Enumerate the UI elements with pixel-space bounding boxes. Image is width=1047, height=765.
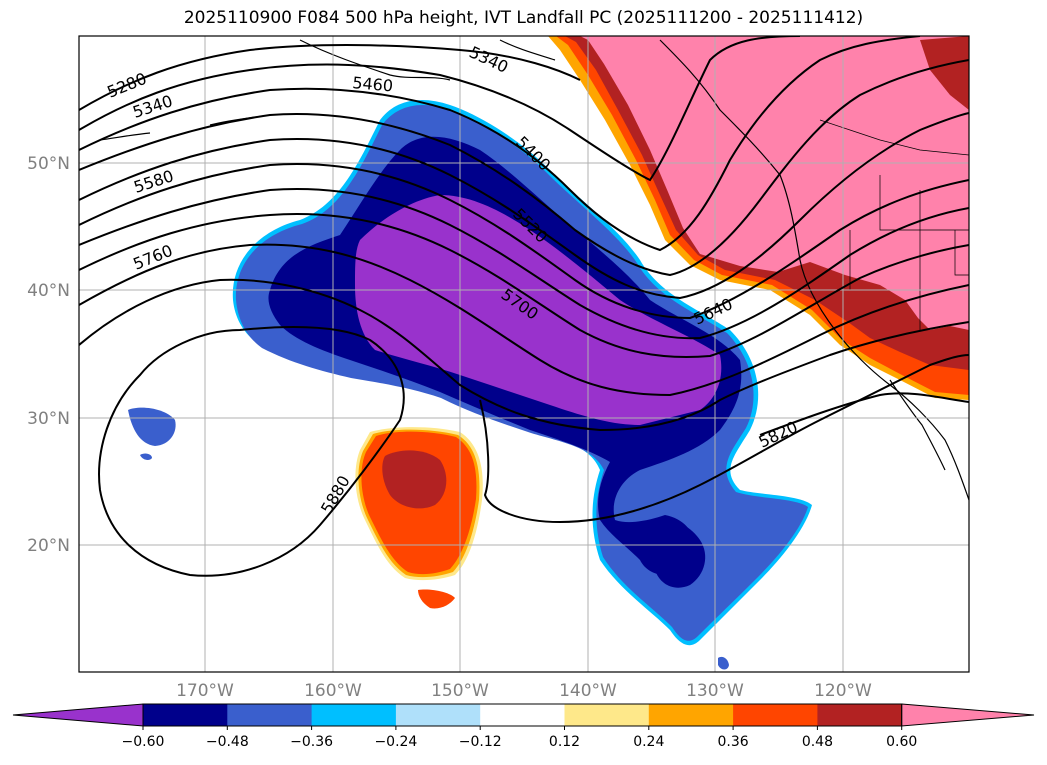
colorbar-tick-label: 0.60 <box>886 734 917 750</box>
contour-label: 5460 <box>352 73 394 95</box>
colorbar-swatch <box>227 704 313 726</box>
colorbar-tick-label: −0.12 <box>459 734 502 750</box>
colorbar-tick-label: 0.12 <box>549 734 580 750</box>
colorbar-tick-label: 0.36 <box>718 734 749 750</box>
chart-title: 2025110900 F084 500 hPa height, IVT Land… <box>183 8 864 28</box>
height-contours <box>79 36 969 577</box>
colorbar-swatch <box>395 704 481 726</box>
map-area: 5280 5340 5340 5460 5400 5580 5520 5760 … <box>79 36 969 672</box>
colorbar-tick-label: −0.24 <box>374 734 417 750</box>
longitude-labels: 170°W 160°W 150°W 140°W 130°W 120°W <box>176 681 872 701</box>
latitude-labels: 50°N 40°N 30°N 20°N <box>27 154 70 556</box>
colorbar-tick-label: 0.24 <box>633 734 664 750</box>
lat-label: 40°N <box>27 281 70 301</box>
colorbar-swatch <box>817 704 903 726</box>
lon-label: 170°W <box>176 681 234 701</box>
colorbar-swatch <box>733 704 818 726</box>
colorbar-swatch <box>480 704 565 726</box>
lat-label: 30°N <box>27 409 70 429</box>
map-frame <box>78 35 970 673</box>
colorbar-swatch <box>564 704 650 726</box>
colorbar: −0.60 −0.48 −0.36 −0.24 −0.12 0.12 0.24 0.36 0.4… <box>12 703 1035 750</box>
pacific-negative-field <box>128 100 813 670</box>
colorbar-extend-low <box>12 703 144 727</box>
coast-positive-field <box>548 36 969 400</box>
colorbar-tick-label: −0.36 <box>290 734 333 750</box>
hawaii-positive-field <box>355 427 483 609</box>
colorbar-tick-label: −0.48 <box>206 734 249 750</box>
gridlines <box>79 36 969 672</box>
colorbar-swatch <box>143 704 228 726</box>
lat-label: 50°N <box>27 154 70 174</box>
colorbar-swatch <box>648 704 734 726</box>
colorbar-swatch <box>311 704 397 726</box>
lon-label: 160°W <box>304 681 362 701</box>
lon-label: 130°W <box>686 681 744 701</box>
lon-label: 120°W <box>814 681 872 701</box>
colorbar-tick-label: 0.48 <box>802 734 833 750</box>
colorbar-tick-label: −0.60 <box>122 734 165 750</box>
colorbar-extend-high <box>901 703 1035 727</box>
lat-label: 20°N <box>27 536 70 556</box>
lon-label: 150°W <box>431 681 489 701</box>
colorbar-outline <box>142 703 903 727</box>
lon-label: 140°W <box>559 681 617 701</box>
